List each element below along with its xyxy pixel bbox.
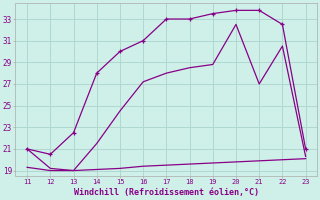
X-axis label: Windchill (Refroidissement éolien,°C): Windchill (Refroidissement éolien,°C) [74,188,259,197]
